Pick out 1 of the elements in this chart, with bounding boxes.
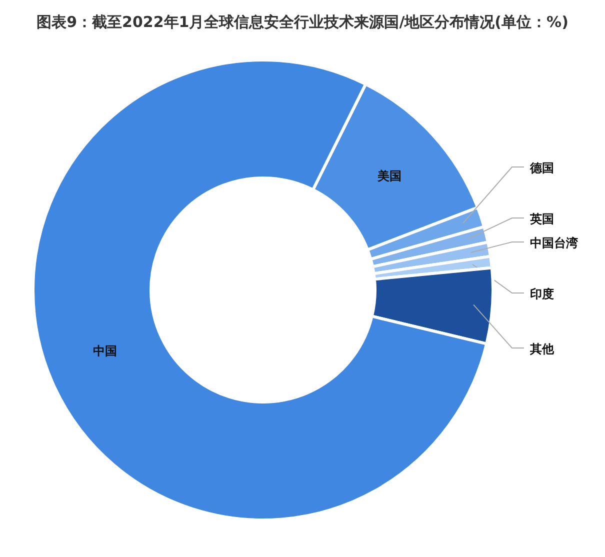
title: 图表9：截至2022年1月全球信息安全行业技术来源国/地区分布情况(单位：%) bbox=[36, 13, 568, 31]
